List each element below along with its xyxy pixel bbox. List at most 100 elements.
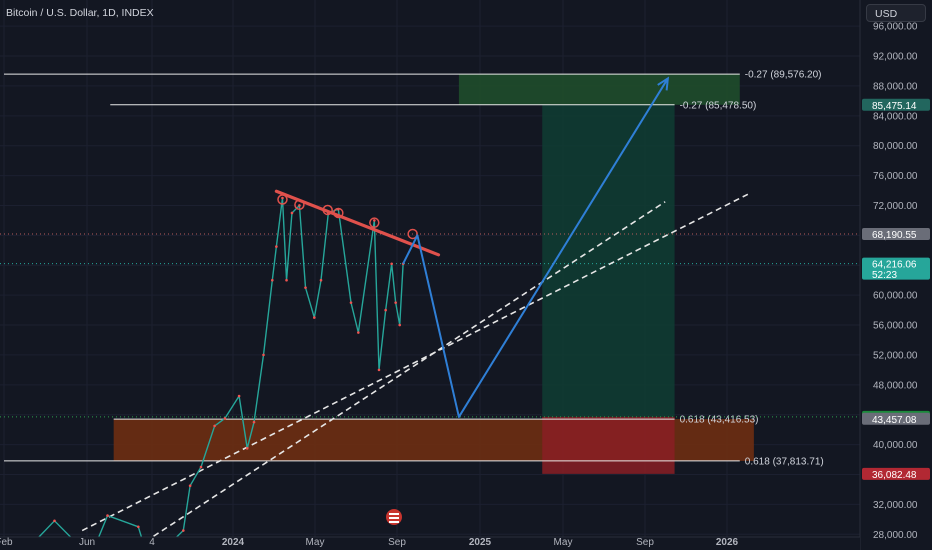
price-tag-value: 68,190.55 — [872, 230, 917, 241]
price-tag-bg — [862, 98, 930, 111]
time-tick-label: 4 — [149, 537, 155, 548]
price-tag-bg — [862, 227, 930, 240]
price-point — [319, 278, 323, 282]
time-tick-label: Sep — [388, 537, 406, 548]
price-point — [384, 308, 387, 312]
drawings-layer — [274, 76, 670, 418]
time-axis-bg — [0, 537, 860, 550]
level-label: 0.618 (43,416.53) — [680, 415, 759, 426]
logo-stripe — [389, 517, 399, 519]
price-point — [275, 245, 278, 248]
time-tick-label: 2024 — [222, 537, 245, 548]
price-tick-label: 28,000.00 — [873, 530, 918, 541]
price-line — [21, 197, 404, 550]
touch-point — [407, 228, 418, 240]
dashed-trendline — [81, 193, 749, 532]
price-point — [290, 211, 294, 215]
price-point — [237, 394, 241, 398]
time-tick-label: 2025 — [469, 537, 492, 548]
price-point — [245, 447, 249, 450]
time-tick-label: May — [554, 537, 573, 548]
projection-arrowhead — [657, 76, 670, 91]
price-tag-bg — [862, 467, 930, 480]
price-point — [285, 278, 288, 282]
touch-point — [369, 217, 380, 228]
price-tick-label: 96,000.00 — [873, 22, 918, 33]
price-point — [223, 417, 227, 420]
touch-point — [277, 194, 288, 205]
price-tag-value: 36,082.48 — [872, 470, 917, 481]
price-tick-label: 88,000.00 — [873, 81, 918, 92]
tradingview-logo — [386, 509, 402, 525]
countdown-label: 52:23 — [872, 270, 897, 281]
price-point — [106, 514, 109, 517]
price-tag: 85,475.14 — [862, 98, 930, 112]
projection-path — [402, 77, 669, 418]
price-tag-bg — [862, 412, 930, 425]
price-point — [304, 286, 307, 289]
price-point — [377, 368, 381, 372]
price-tick-label: 56,000.00 — [873, 321, 918, 332]
price-point — [313, 316, 316, 319]
price-line-layer — [21, 196, 405, 550]
price-tick-label: 32,000.00 — [873, 500, 918, 511]
position-loss-zone — [542, 416, 675, 474]
price-tags: 85,475.1468,190.5564,216.0652:2343,714.0… — [862, 98, 930, 481]
time-tick-label: 2026 — [716, 537, 739, 548]
price-tick-label: 72,000.00 — [873, 201, 918, 212]
price-point — [53, 519, 56, 523]
touch-point — [333, 207, 344, 219]
symbol-title: Bitcoin / U.S. Dollar, 1D, INDEX — [6, 7, 154, 19]
time-axis: Feb Jun 4 2024 May Sep 2025 May Sep 2026 — [0, 509, 860, 550]
price-point — [271, 278, 274, 282]
price-point — [137, 525, 140, 529]
price-tag-value: 85,475.14 — [872, 101, 917, 112]
price-point — [262, 353, 265, 357]
price-tag-bg — [862, 257, 930, 280]
price-tag: 36,082.48 — [862, 467, 930, 481]
price-tag: 68,190.55 — [862, 227, 930, 241]
price-point — [394, 301, 397, 304]
price-point — [390, 262, 393, 266]
price-point — [213, 424, 216, 428]
time-tick-label: Feb — [0, 537, 13, 548]
touch-point — [294, 199, 305, 210]
price-tick-label: 48,000.00 — [873, 380, 918, 391]
dashed-trendlines — [81, 193, 749, 543]
price-tick-label: 40,000.00 — [873, 440, 918, 451]
price-tick-label: 52,000.00 — [873, 350, 918, 361]
price-point — [199, 465, 203, 469]
touch-point — [322, 204, 333, 216]
price-tick-label: 60,000.00 — [873, 291, 918, 302]
price-tick-label: 92,000.00 — [873, 52, 918, 63]
time-tick-label: May — [306, 537, 325, 548]
price-point — [349, 301, 353, 304]
logo-stripe — [389, 513, 399, 515]
price-point — [182, 529, 185, 532]
level-label: -0.27 (89,576.20) — [745, 70, 822, 81]
logo-stripe — [389, 521, 399, 523]
time-tick-label: Jun — [79, 537, 95, 548]
price-point — [398, 323, 402, 327]
price-tick-label: 84,000.00 — [873, 111, 918, 122]
levels-layer: -0.27 (89,576.20) -0.27 (85,478.50) 0.618 … — [0, 70, 860, 467]
zones-layer — [113, 74, 754, 474]
currency-selector[interactable]: USD — [866, 4, 926, 22]
dashed-trendline — [144, 201, 666, 543]
price-tag: 43,457.08 — [862, 412, 930, 426]
price-point — [373, 219, 376, 222]
price-tick-label: 76,000.00 — [873, 171, 918, 182]
price-tick-label: 80,000.00 — [873, 141, 918, 152]
price-point — [298, 204, 301, 207]
level-label: 0.618 (37,813.71) — [745, 456, 824, 467]
price-point — [252, 420, 256, 424]
price-tag-value: 43,457.08 — [872, 415, 917, 426]
supply-zone — [458, 74, 740, 105]
price-point — [281, 196, 284, 200]
level-label: -0.27 (85,478.50) — [680, 100, 757, 111]
time-tick-label: Sep — [636, 537, 654, 548]
position-profit-zone — [542, 104, 675, 417]
price-point — [188, 484, 192, 487]
